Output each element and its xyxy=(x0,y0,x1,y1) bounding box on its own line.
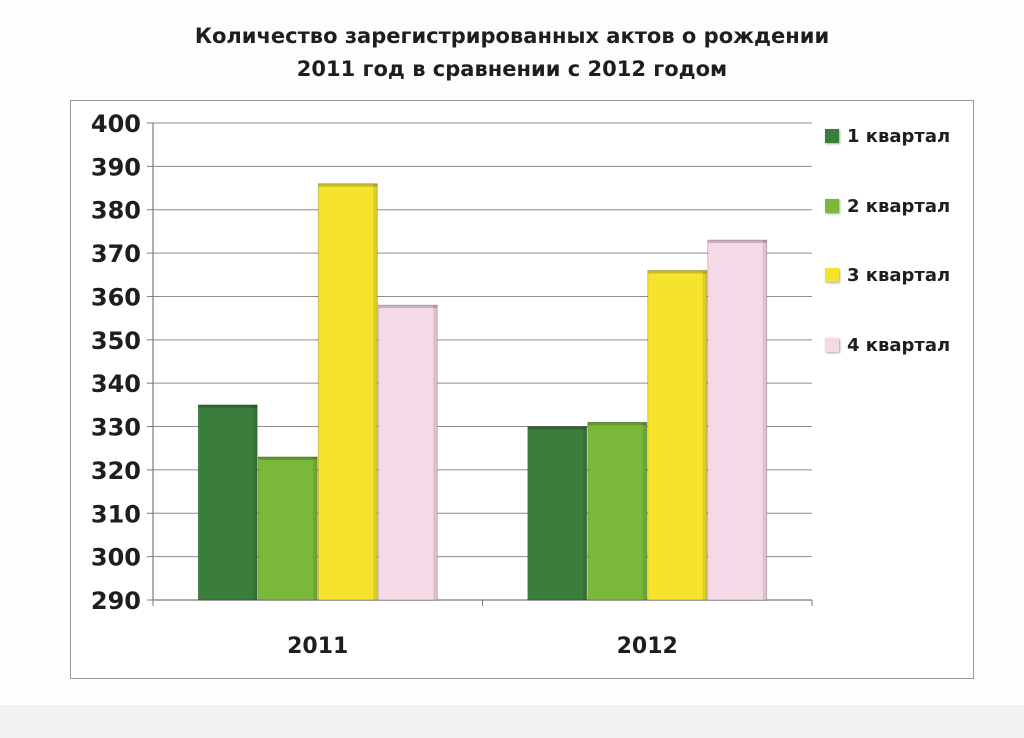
bar-top-edge xyxy=(378,305,438,309)
bar-shade xyxy=(702,270,707,600)
bar xyxy=(707,239,768,601)
bar-top-edge xyxy=(527,426,587,430)
bar-shade xyxy=(253,404,258,600)
bar-shade xyxy=(433,305,438,600)
legend-label: 4 квартал xyxy=(847,334,951,356)
bar-shade xyxy=(762,240,767,600)
bar-shade xyxy=(642,422,647,600)
legend-label: 1 квартал xyxy=(847,125,951,147)
y-tick-label: 380 xyxy=(91,197,141,225)
scan-edge xyxy=(0,705,1024,738)
bar xyxy=(587,421,648,601)
y-tick-label: 330 xyxy=(91,414,141,442)
x-tick-label: 2012 xyxy=(617,634,678,659)
bar-top-edge xyxy=(258,456,318,460)
y-tick-label: 320 xyxy=(91,457,141,485)
y-tick-label: 400 xyxy=(91,110,141,138)
bar-top-edge xyxy=(647,270,707,274)
y-tick-label: 360 xyxy=(91,283,141,311)
y-tick-label: 340 xyxy=(91,370,141,398)
y-tick-label: 390 xyxy=(91,153,141,181)
bar-shade xyxy=(582,426,587,600)
legend-item: 4 квартал xyxy=(825,333,950,357)
legend-label: 2 квартал xyxy=(847,195,951,217)
legend-item: 2 квартал xyxy=(825,194,950,218)
legend-item: 1 квартал xyxy=(825,124,950,148)
bar-top-edge xyxy=(587,422,647,426)
bar xyxy=(197,404,258,601)
bar-shade xyxy=(373,183,378,600)
y-tick-label: 310 xyxy=(91,500,141,528)
legend-label: 3 квартал xyxy=(847,264,951,286)
legend-swatch xyxy=(825,338,839,352)
bar xyxy=(317,183,378,601)
bar xyxy=(377,304,438,601)
legend-swatch xyxy=(825,199,839,213)
legend-item: 3 квартал xyxy=(825,263,950,287)
y-tick-label: 370 xyxy=(91,240,141,268)
bar-top-edge xyxy=(198,404,258,408)
y-tick-label: 300 xyxy=(91,544,141,572)
chart-title-line-2: 2011 год в сравнении с 2012 годом xyxy=(296,57,728,81)
bar-top-edge xyxy=(318,183,378,187)
legend-swatch xyxy=(825,268,839,282)
bar-top-edge xyxy=(707,240,767,244)
y-tick-label: 350 xyxy=(91,327,141,355)
legend-swatch xyxy=(825,129,839,143)
bar xyxy=(527,426,588,601)
bar xyxy=(647,270,708,601)
x-tick-label: 2011 xyxy=(287,634,348,659)
bar-shade xyxy=(313,456,318,600)
chart-title-line-1: Количество зарегистрированных актов о ро… xyxy=(194,24,830,48)
bar xyxy=(257,456,318,601)
y-tick-label: 290 xyxy=(91,587,141,615)
